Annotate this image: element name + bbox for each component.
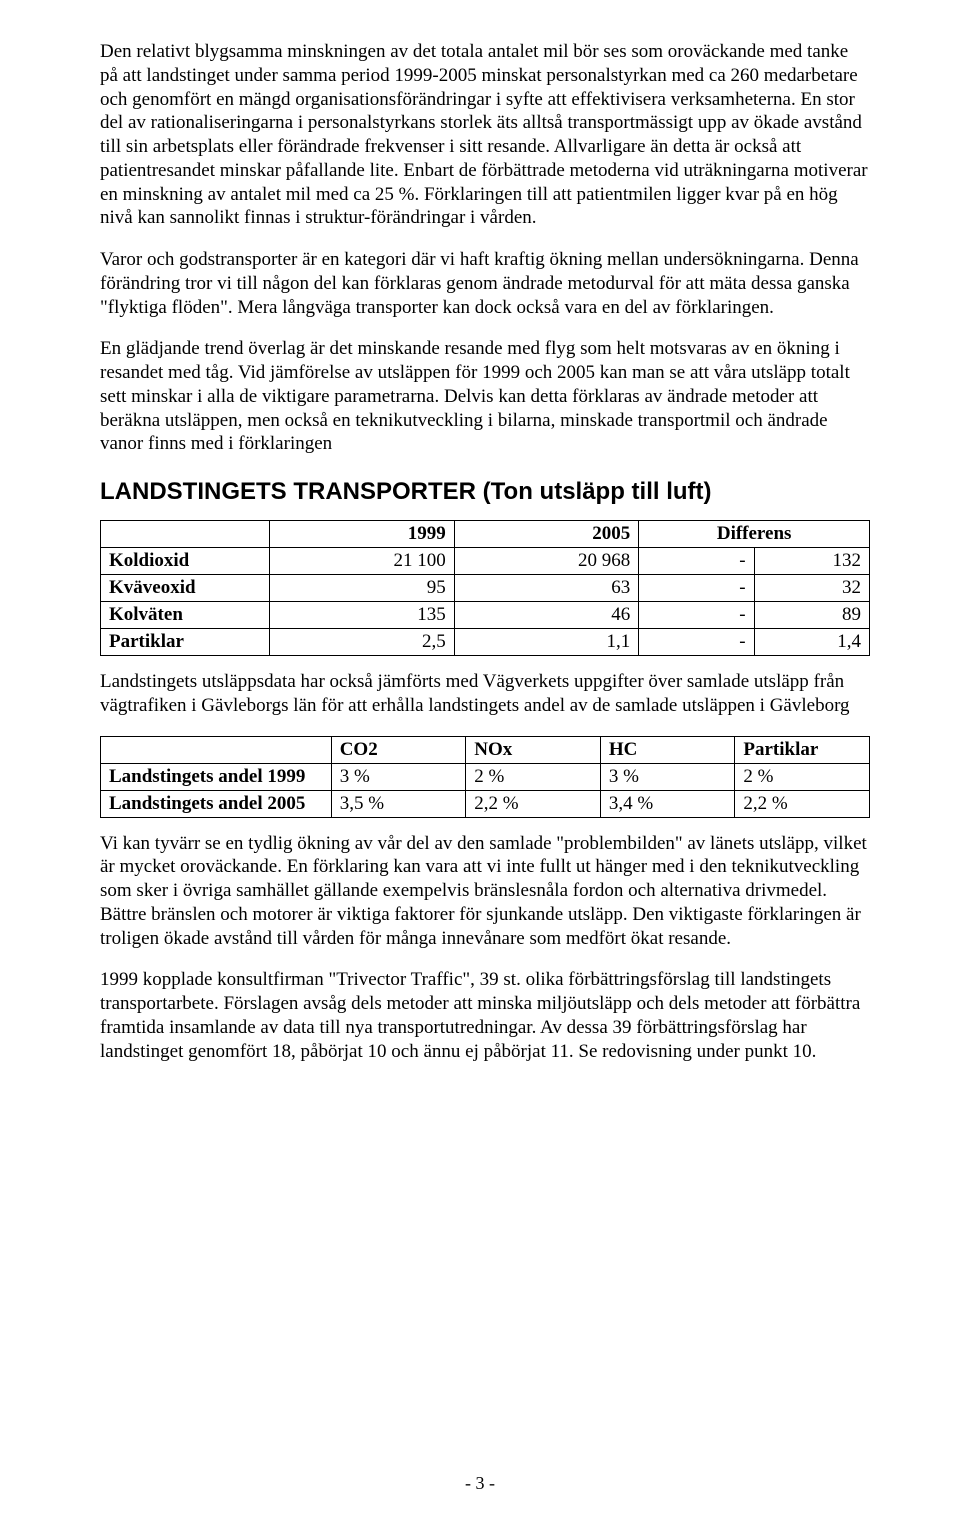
cell: 2 % [466,763,601,790]
cell: 3 % [600,763,735,790]
cell: 32 [754,575,869,602]
cell: 135 [270,602,455,629]
cell: 3,4 % [600,790,735,817]
table-row: CO2 NOx HC Partiklar [101,736,870,763]
table-header-nox: NOx [466,736,601,763]
table-header-diff: Differens [639,521,870,548]
table-header-co2: CO2 [331,736,466,763]
share-table: CO2 NOx HC Partiklar Landstingets andel … [100,736,870,818]
table-header-blank [101,736,332,763]
table-row: Partiklar 2,5 1,1 - 1,4 [101,629,870,656]
paragraph-6: 1999 kopplade konsultfirman "Trivector T… [100,968,870,1063]
paragraph-2: Varor och godstransporter är en kategori… [100,248,870,319]
table-row: Kväveoxid 95 63 - 32 [101,575,870,602]
cell: 3,5 % [331,790,466,817]
cell: - [639,602,754,629]
row-label: Partiklar [101,629,270,656]
cell: 20 968 [454,548,639,575]
cell: 3 % [331,763,466,790]
table-header-blank [101,521,270,548]
cell: 1,1 [454,629,639,656]
table-header-partiklar: Partiklar [735,736,870,763]
cell: - [639,575,754,602]
paragraph-3: En glädjande trend överlag är det minska… [100,337,870,456]
cell: - [639,629,754,656]
cell: 89 [754,602,869,629]
table-row: Koldioxid 21 100 20 968 - 132 [101,548,870,575]
row-label: Koldioxid [101,548,270,575]
table-row: Landstingets andel 1999 3 % 2 % 3 % 2 % [101,763,870,790]
cell: 2,2 % [466,790,601,817]
emissions-table: 1999 2005 Differens Koldioxid 21 100 20 … [100,520,870,656]
row-label: Kolväten [101,602,270,629]
paragraph-4: Landstingets utsläppsdata har också jämf… [100,670,870,718]
cell: 21 100 [270,548,455,575]
cell: 1,4 [754,629,869,656]
table-row: 1999 2005 Differens [101,521,870,548]
cell: 132 [754,548,869,575]
row-label: Landstingets andel 1999 [101,763,332,790]
table-row: Landstingets andel 2005 3,5 % 2,2 % 3,4 … [101,790,870,817]
page-number: - 3 - [0,1473,960,1494]
table-row: Kolväten 135 46 - 89 [101,602,870,629]
paragraph-5: Vi kan tyvärr se en tydlig ökning av vår… [100,832,870,951]
cell: 2,2 % [735,790,870,817]
table-header-1999: 1999 [270,521,455,548]
table-header-2005: 2005 [454,521,639,548]
section-heading: LANDSTINGETS TRANSPORTER (Ton utsläpp ti… [100,478,870,506]
paragraph-1: Den relativt blygsamma minskningen av de… [100,40,870,230]
cell: - [639,548,754,575]
cell: 95 [270,575,455,602]
cell: 2 % [735,763,870,790]
cell: 63 [454,575,639,602]
cell: 2,5 [270,629,455,656]
table-header-hc: HC [600,736,735,763]
row-label: Kväveoxid [101,575,270,602]
document-page: Den relativt blygsamma minskningen av de… [0,0,960,1518]
row-label: Landstingets andel 2005 [101,790,332,817]
cell: 46 [454,602,639,629]
